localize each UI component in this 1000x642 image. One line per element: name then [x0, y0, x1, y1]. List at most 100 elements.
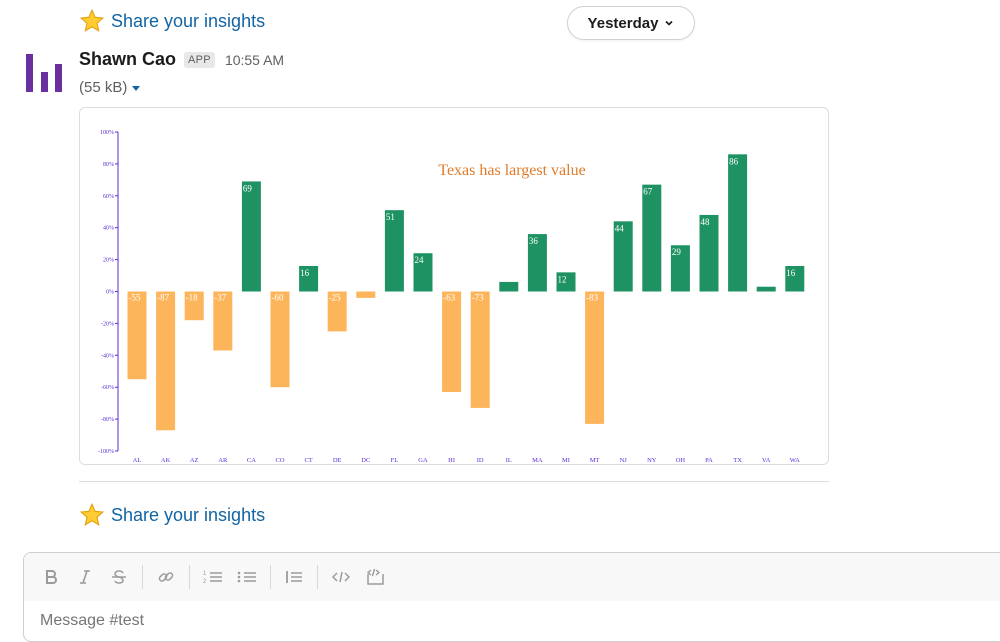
link-button[interactable]	[149, 563, 183, 591]
data-label: -87	[157, 293, 169, 303]
bar-co	[270, 291, 290, 388]
bold-button[interactable]	[34, 563, 68, 591]
y-tick-label: 0%	[106, 290, 114, 296]
x-tick-label: AL	[133, 457, 142, 464]
italic-icon	[80, 570, 90, 584]
data-label: 86	[729, 156, 739, 166]
strikethrough-icon	[112, 570, 126, 584]
svg-text:2: 2	[203, 579, 207, 585]
y-tick-label: -100%	[98, 449, 114, 455]
sender-name[interactable]: Shawn Cao	[79, 49, 177, 69]
chevron-down-icon	[665, 20, 674, 26]
y-tick-label: 60%	[103, 194, 114, 200]
y-tick-label: -40%	[101, 353, 114, 359]
caret-down-icon	[132, 86, 141, 91]
x-tick-label: NJ	[620, 457, 628, 464]
italic-button[interactable]	[68, 563, 102, 591]
file-size-toggle[interactable]: (55 kB)	[79, 79, 141, 96]
x-tick-label: ID	[477, 457, 484, 464]
bar-tx	[728, 154, 748, 292]
x-tick-label: IL	[506, 457, 512, 464]
message-composer: 1 2	[23, 552, 1000, 642]
x-tick-label: OH	[676, 457, 686, 464]
x-tick-label: MA	[532, 457, 543, 464]
x-tick-label: MI	[562, 457, 570, 464]
bar-wa	[785, 265, 805, 292]
star-icon	[79, 502, 105, 526]
bar-il	[499, 281, 519, 292]
data-label: -63	[443, 293, 455, 303]
x-tick-label: MT	[590, 457, 600, 464]
bar-ny	[642, 184, 662, 292]
bulleted-list-icon	[237, 571, 256, 583]
message-divider	[79, 481, 829, 482]
y-tick-label: 80%	[103, 162, 114, 168]
code-button[interactable]	[324, 563, 358, 591]
blockquote-button[interactable]	[277, 563, 311, 591]
data-label: 44	[615, 223, 625, 233]
x-tick-label: AR	[218, 457, 228, 464]
message-timestamp[interactable]: 10:55 AM	[224, 51, 285, 68]
y-tick-label: 20%	[103, 258, 114, 264]
data-label: -18	[186, 293, 198, 303]
bar-id	[470, 291, 490, 408]
x-tick-label: GA	[418, 457, 428, 464]
chart-attachment[interactable]: 100% 80% 60% 40% 20% 0% -20% -40% -60% -80% -100% -…	[79, 107, 829, 465]
x-tick-label: PA	[705, 457, 713, 464]
data-label: 12	[558, 274, 567, 284]
share-insights-link[interactable]: Share your insights	[111, 10, 266, 31]
share-insights-link[interactable]: Share your insights	[111, 504, 266, 525]
file-size-label: (55 kB)	[79, 79, 128, 96]
bar-ar	[213, 291, 233, 351]
ordered-list-icon: 1 2	[203, 571, 222, 585]
chart-title: Texas has largest value	[438, 162, 585, 179]
formatting-toolbar: 1 2	[24, 553, 1000, 601]
x-tick-label: TX	[733, 457, 742, 464]
bar-pa	[699, 214, 719, 292]
data-label: -37	[214, 293, 226, 303]
date-divider-button[interactable]: Yesterday	[567, 6, 695, 40]
bar-ma	[527, 234, 547, 292]
message-header: Shawn Cao APP 10:55 AM	[79, 49, 284, 70]
x-tick-label: AK	[161, 457, 171, 464]
bar-ak	[156, 291, 176, 431]
bar-hi	[442, 291, 462, 392]
code-block-icon	[366, 568, 384, 585]
y-tick-label: -80%	[101, 417, 114, 423]
data-label: 29	[672, 247, 682, 257]
date-divider-label: Yesterday	[587, 14, 659, 32]
share-insights-top[interactable]: Share your insights	[79, 8, 265, 34]
bar-al	[127, 291, 147, 380]
x-tick-label: FL	[391, 457, 399, 464]
strikethrough-button[interactable]	[102, 563, 136, 591]
data-label: -73	[472, 293, 484, 303]
code-block-button[interactable]	[358, 563, 392, 591]
x-tick-label: VA	[762, 457, 771, 464]
bar-ct	[299, 265, 319, 292]
message-input[interactable]	[38, 611, 942, 631]
star-icon	[79, 8, 105, 32]
toolbar-separator	[270, 565, 271, 589]
data-label: 51	[386, 212, 395, 222]
link-icon	[158, 572, 174, 582]
x-tick-label: DE	[333, 457, 342, 464]
data-label: 69	[243, 183, 253, 193]
bar-mi	[556, 272, 576, 292]
x-tick-label: HI	[448, 457, 455, 464]
x-tick-label: NY	[647, 457, 657, 464]
x-tick-label: AZ	[190, 457, 199, 464]
data-label: 48	[701, 217, 711, 227]
avatar[interactable]	[24, 52, 68, 94]
x-tick-label: CO	[275, 457, 284, 464]
share-insights-bottom[interactable]: Share your insights	[79, 502, 265, 528]
data-label: -60	[272, 293, 284, 303]
bulleted-list-button[interactable]	[230, 563, 264, 591]
x-tick-label: WA	[790, 457, 800, 464]
blockquote-icon	[286, 571, 302, 583]
bold-icon	[46, 570, 57, 584]
code-icon	[332, 571, 350, 583]
data-label: 24	[415, 255, 425, 265]
svg-text:1: 1	[203, 571, 207, 577]
toolbar-separator	[317, 565, 318, 589]
ordered-list-button[interactable]: 1 2	[196, 563, 230, 591]
